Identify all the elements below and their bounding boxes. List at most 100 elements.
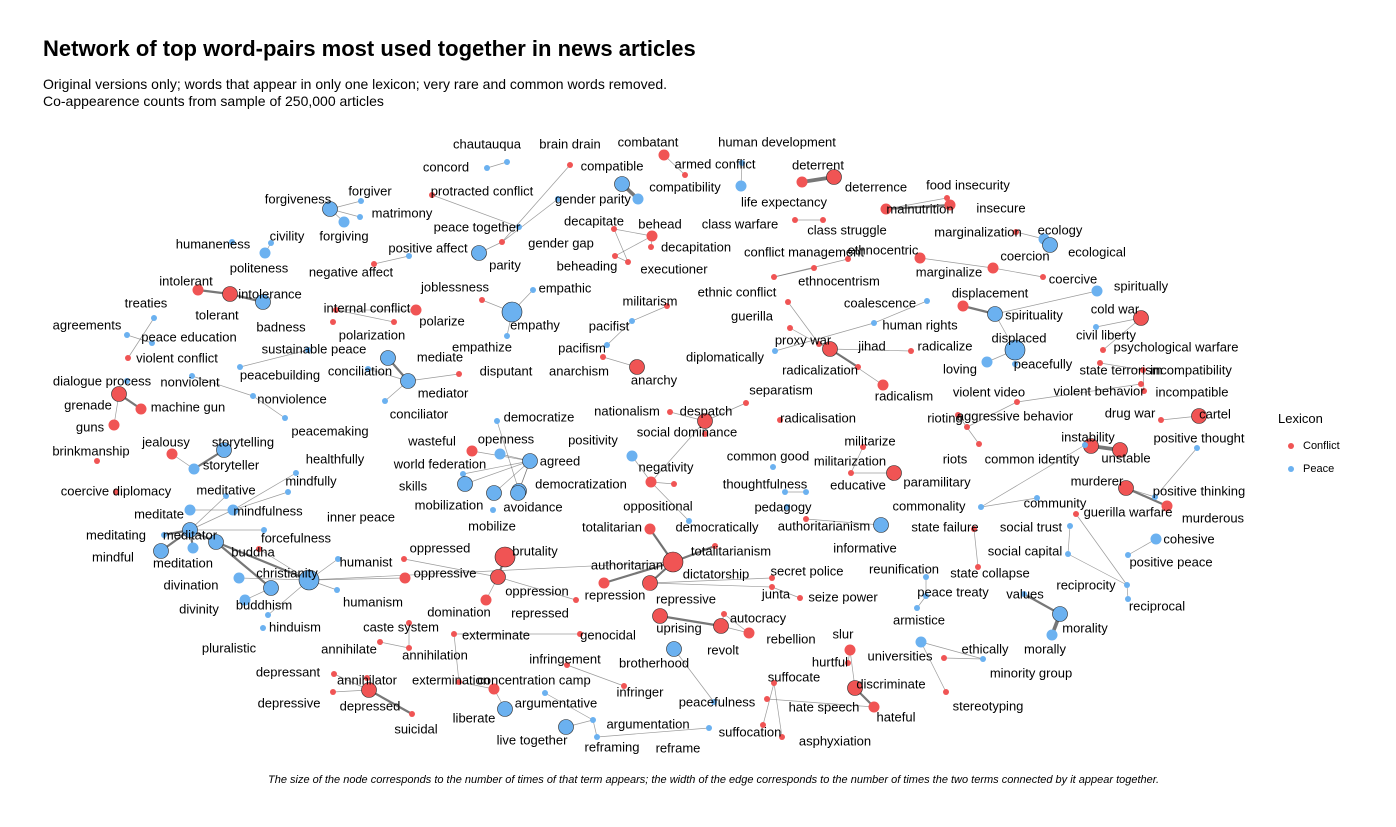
node-pluralistic	[260, 625, 266, 631]
node-suffocate	[771, 680, 777, 686]
node-label-marginalize: marginalize	[916, 265, 982, 280]
node-nationalism	[667, 409, 673, 415]
node-polarization	[391, 319, 397, 325]
node-label-chautauqua: chautauqua	[453, 137, 522, 152]
node-label-forgiveness: forgiveness	[265, 192, 332, 207]
node-forgiveness	[322, 201, 338, 217]
edge-agreed-mobilization	[493, 460, 531, 494]
node-hinduism	[265, 612, 271, 618]
node-intolerance	[222, 286, 238, 302]
node-combatant	[658, 149, 670, 161]
node-label-revolt: revolt	[707, 643, 739, 658]
node-forgiver	[358, 198, 364, 204]
node-thoughtfulness	[782, 489, 788, 495]
node-label-paramilitary: paramilitary	[903, 475, 971, 490]
edge-nonviolent-nonviolence	[191, 375, 254, 397]
node-radicalism	[877, 379, 889, 391]
node-label-commonality: commonality	[893, 499, 966, 514]
node-label-gender_gap: gender gap	[528, 236, 594, 251]
edge-social_trust-social_capital	[1067, 525, 1071, 555]
node-common_good	[770, 464, 776, 470]
node-label-exterminate: exterminate	[462, 628, 530, 643]
node-deterrence	[826, 169, 842, 185]
edge-uprising-revolt	[659, 614, 722, 628]
edge-treaties-violent_conflict	[127, 317, 155, 359]
node-authoritarian	[662, 551, 684, 573]
node-label-concentration_camp: concentration camp	[477, 673, 590, 688]
node-cold_war	[1133, 310, 1149, 326]
node-buddhism	[263, 580, 279, 596]
edge-concentration_camp-extermination	[458, 681, 495, 690]
node-openness	[494, 448, 506, 460]
node-class_struggle	[820, 217, 826, 223]
edge-violent_behavior-violent_video	[1016, 383, 1142, 403]
node-cohesive	[1150, 533, 1162, 545]
node-label-democratically: democratically	[675, 520, 759, 535]
node-incompatibility	[1140, 367, 1146, 373]
node-label-peacefully: peacefully	[1014, 357, 1073, 372]
legend-label-peace: Peace	[1303, 462, 1335, 475]
node-label-authoritarianism: authoritarianism	[778, 519, 871, 534]
node-label-jealousy: jealousy	[141, 435, 190, 450]
edge-suffocate-asphyxiation	[773, 682, 783, 738]
node-pedagogy	[784, 504, 790, 510]
node-nonviolent	[189, 373, 195, 379]
node-peacemaking	[282, 415, 288, 421]
node-label-murderer: murderer	[1071, 474, 1124, 489]
edge-brotherhood-peacefulness	[673, 648, 715, 703]
node-oppositional	[671, 481, 677, 487]
node-concentration_camp	[488, 683, 500, 695]
node-label-caste_system: caste system	[363, 620, 439, 635]
node-label-incompatibility: incompatibility	[1150, 363, 1232, 378]
edge-christianity-authoritarian	[308, 561, 674, 581]
node-label-machine_gun: machine gun	[151, 400, 225, 415]
node-label-disputant: disputant	[480, 364, 533, 379]
node-pacifism	[604, 342, 610, 348]
node-label-forcefulness: forcefulness	[261, 531, 332, 546]
node-intolerant	[192, 284, 204, 296]
edge-exterminate-extermination	[453, 633, 460, 683]
node-proxy_war	[816, 341, 822, 347]
edge-dictatorship-junta	[649, 582, 773, 588]
node-label-negativity: negativity	[639, 460, 694, 475]
node-humaneness	[229, 239, 235, 245]
node-label-radicalize: radicalize	[918, 339, 973, 354]
node-label-thoughtfulness: thoughtfulness	[723, 477, 808, 492]
node-label-buddhism: buddhism	[236, 598, 292, 613]
node-guns	[108, 419, 120, 431]
node-label-liberate: liberate	[453, 711, 496, 726]
node-label-ethically: ethically	[962, 642, 1009, 657]
node-inner_peace	[261, 527, 267, 533]
node-democratize	[494, 418, 500, 424]
node-annihilation	[406, 645, 412, 651]
node-reframing	[594, 734, 600, 740]
node-label-buddha: buddha	[231, 545, 275, 560]
edge-argumentative-argumentation	[544, 692, 594, 721]
node-label-suffocate: suffocate	[768, 670, 821, 685]
node-compatibility	[632, 193, 644, 205]
edge-internal_conflict-polarization	[335, 309, 395, 323]
node-argumentative	[542, 690, 548, 696]
edge-oppression-repressed	[497, 576, 577, 601]
node-violent_conflict	[125, 355, 131, 361]
node-murderous	[1161, 500, 1173, 512]
node-mindful	[153, 543, 169, 559]
node-peace_treaty	[923, 593, 929, 599]
node-label-healthfully: healthfully	[306, 452, 365, 467]
node-label-values: values	[1006, 587, 1044, 602]
node-concord	[484, 165, 490, 171]
node-state_collapse	[975, 564, 981, 570]
node-label-meditate: meditate	[134, 507, 184, 522]
node-state_failure	[971, 526, 977, 532]
node-label-peace_education: peace education	[141, 330, 236, 345]
node-label-annihilation: annihilation	[402, 648, 468, 663]
node-peacebuilding	[237, 364, 243, 370]
node-label-empathy: empathy	[510, 318, 560, 333]
node-label-polarize: polarize	[419, 314, 465, 329]
edge-militarism-pacifist	[631, 305, 668, 322]
edge-diplomatically-human_rights	[774, 322, 875, 352]
edge-coalescence-human_rights	[873, 300, 928, 324]
node-murderer	[1118, 480, 1134, 496]
node-label-coercion: coercion	[1000, 249, 1049, 264]
